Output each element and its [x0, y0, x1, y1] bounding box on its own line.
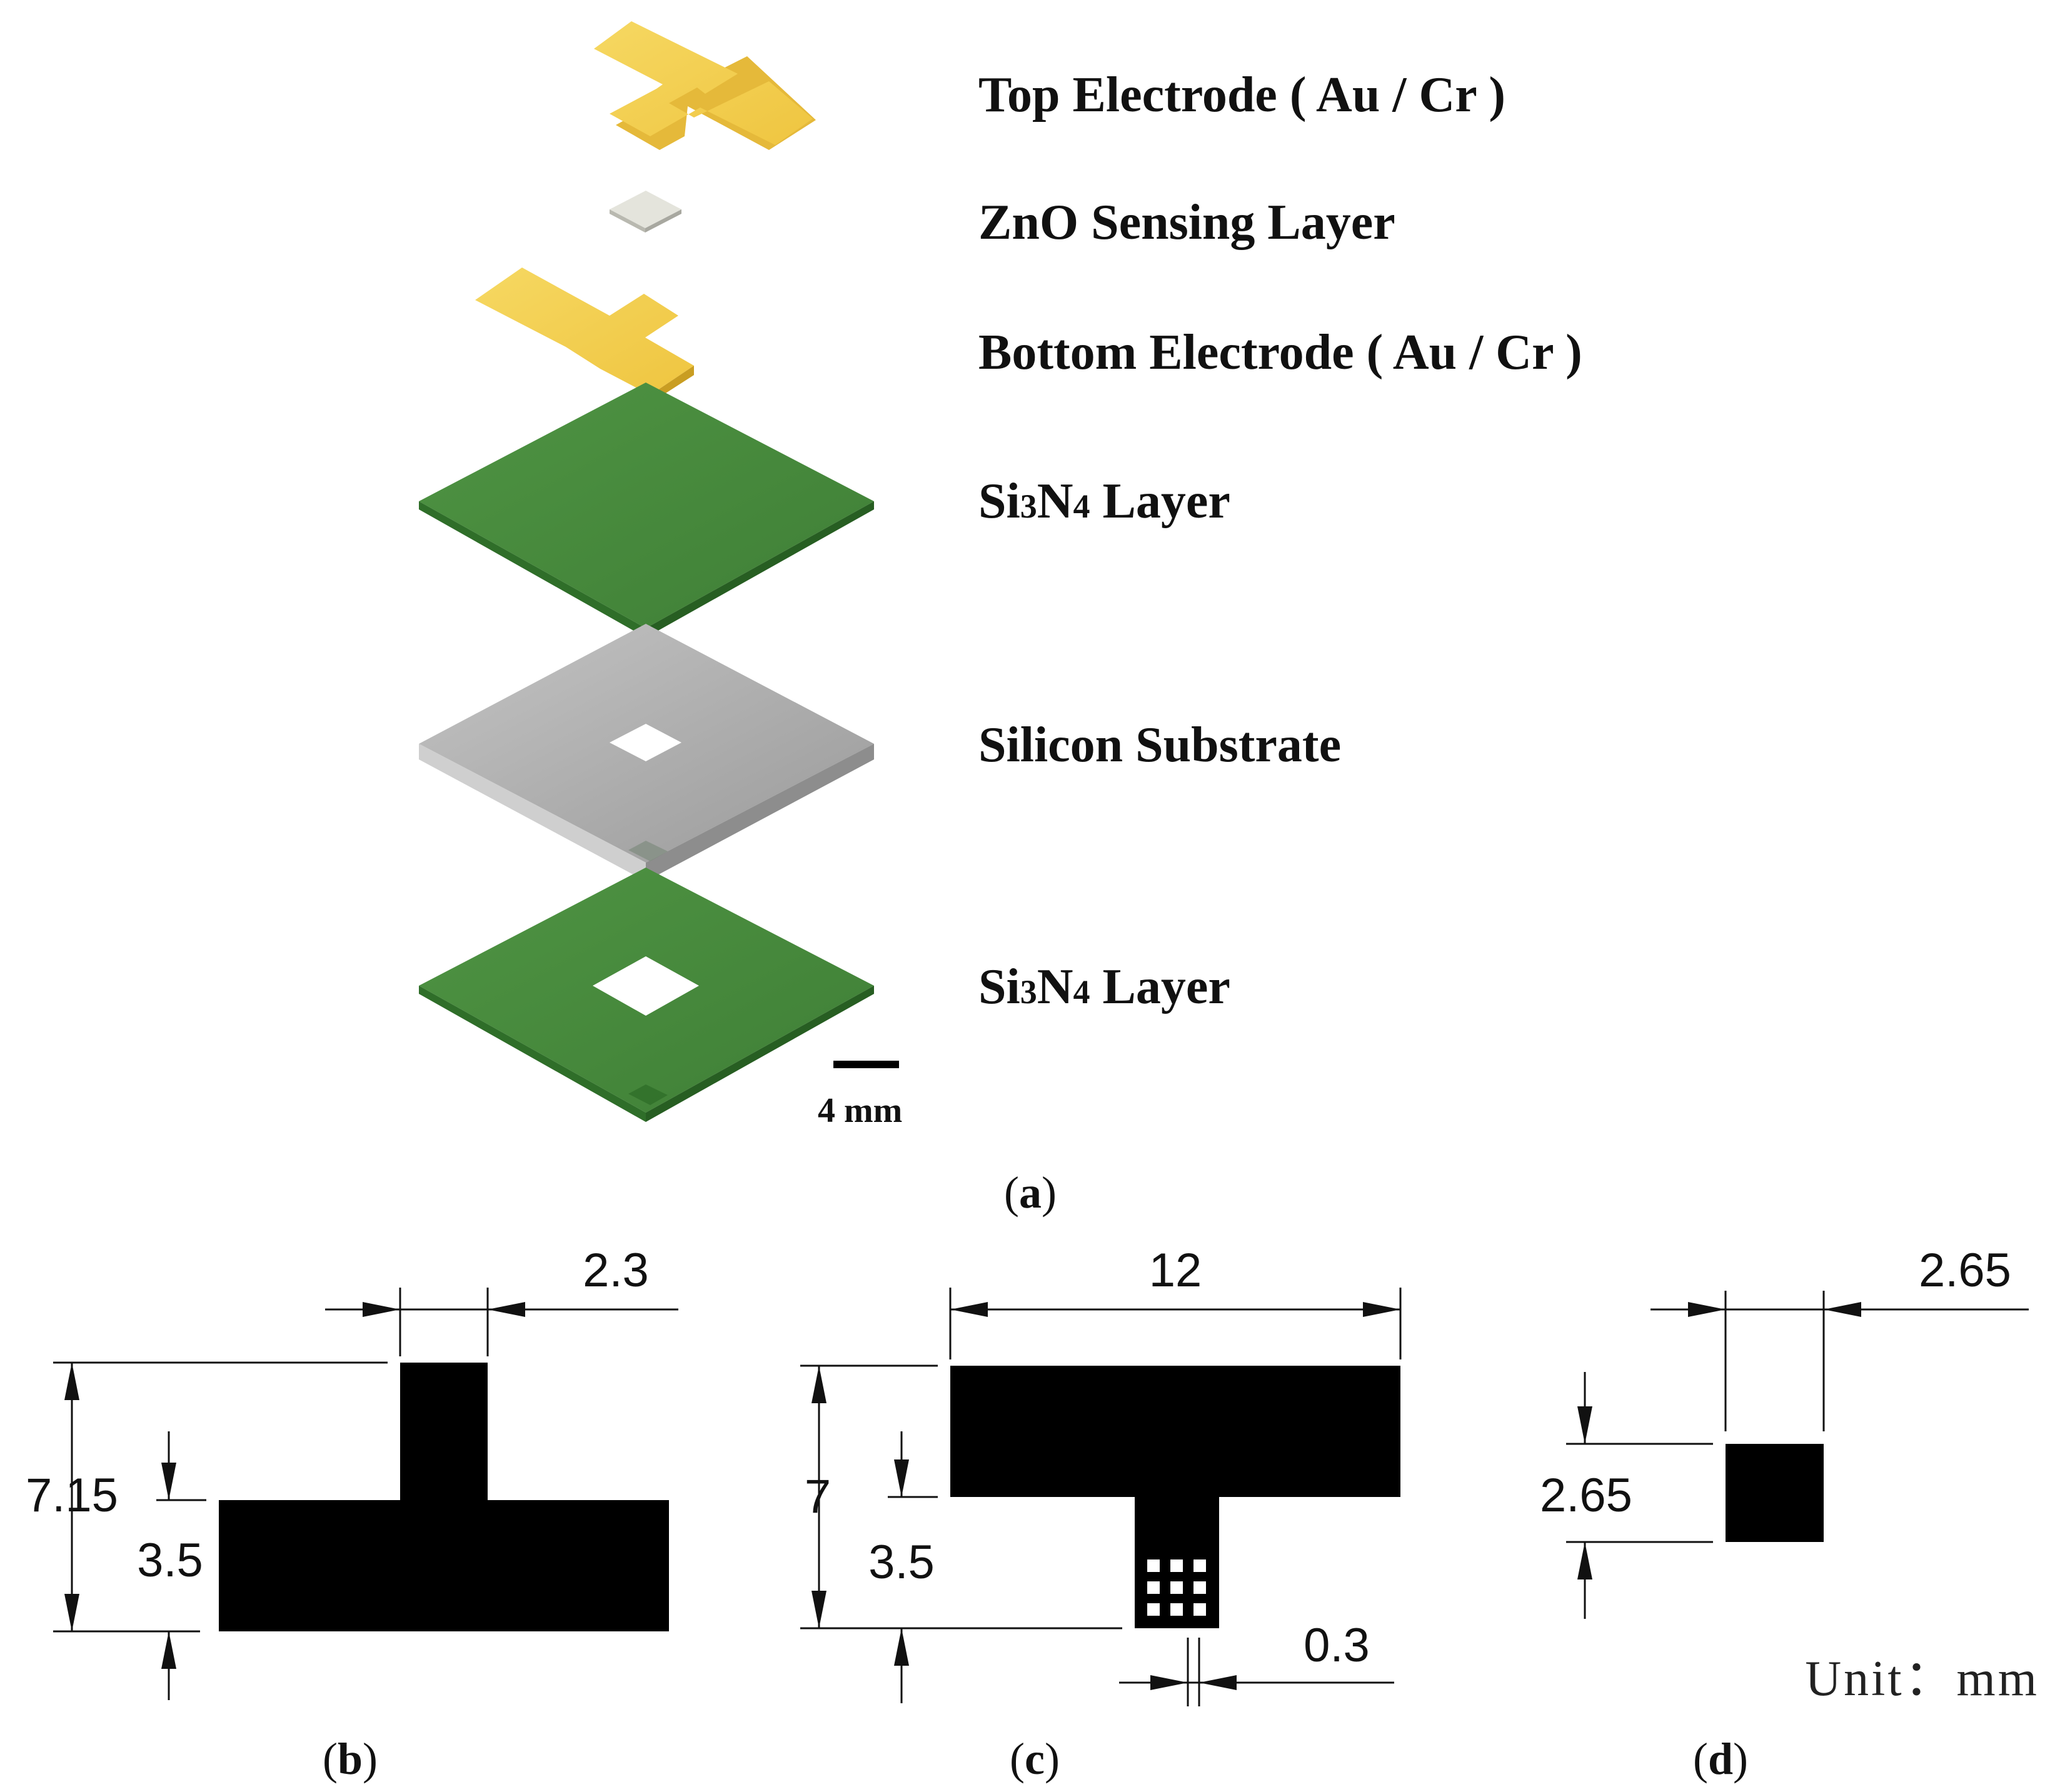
label-si3n4-bottom: Si3N4 Layer: [978, 959, 1230, 1014]
si3n4-top-shape: [419, 383, 874, 638]
dim-d-width: 2.65: [1919, 1244, 2011, 1297]
label-bottom-electrode: Bottom Electrode ( Au / Cr ): [978, 325, 1582, 380]
panel-b: 2.3 7.15 3.5 (b): [26, 1244, 678, 1784]
scale-bar: [833, 1061, 899, 1068]
label-zno-layer: ZnO Sensing Layer: [978, 195, 1395, 250]
panel-a: Top Electrode ( Au / Cr ) ZnO Sensing La…: [419, 21, 1582, 1218]
scale-bar-label: 4 mm: [818, 1091, 902, 1130]
top-electrode-holes: [1147, 1559, 1206, 1616]
si3n4-bottom-shape: [419, 868, 874, 1122]
label-si3n4-top: Si3N4 Layer: [978, 474, 1230, 529]
unit-label: Unit：mm: [1805, 1651, 2039, 1706]
panel-c: 12 7 3.5 0.3 (c): [800, 1244, 1402, 1784]
caption-b: (b): [323, 1734, 378, 1784]
top-electrode-outline: [950, 1366, 1400, 1628]
caption-c: (c): [1010, 1734, 1060, 1784]
bottom-electrode-outline: [219, 1363, 669, 1631]
dim-c-hole: 0.3: [1304, 1619, 1370, 1672]
dim-d-height: 2.65: [1540, 1469, 1632, 1522]
dim-b-height-total: 7.15: [26, 1469, 118, 1522]
label-silicon-substrate: Silicon Substrate: [978, 718, 1341, 773]
dim-b-height-bar: 3.5: [137, 1534, 203, 1587]
zno-layer-shape: [610, 191, 681, 233]
bottom-electrode-shape: [475, 268, 694, 403]
panel-d: 2.65 2.65 Unit：mm (d): [1540, 1244, 2039, 1784]
caption-d: (d): [1693, 1734, 1748, 1784]
silicon-substrate-shape: [419, 624, 874, 881]
dim-c-width-total: 12: [1149, 1244, 1202, 1297]
dim-c-height-total: 7: [805, 1470, 831, 1523]
dim-c-height-stem: 3.5: [868, 1536, 935, 1589]
dim-b-width-top: 2.3: [583, 1244, 649, 1297]
zno-square: [1726, 1444, 1824, 1542]
caption-a: (a): [1004, 1168, 1057, 1218]
top-electrode-shape: [594, 21, 816, 150]
label-top-electrode: Top Electrode ( Au / Cr ): [978, 68, 1505, 123]
